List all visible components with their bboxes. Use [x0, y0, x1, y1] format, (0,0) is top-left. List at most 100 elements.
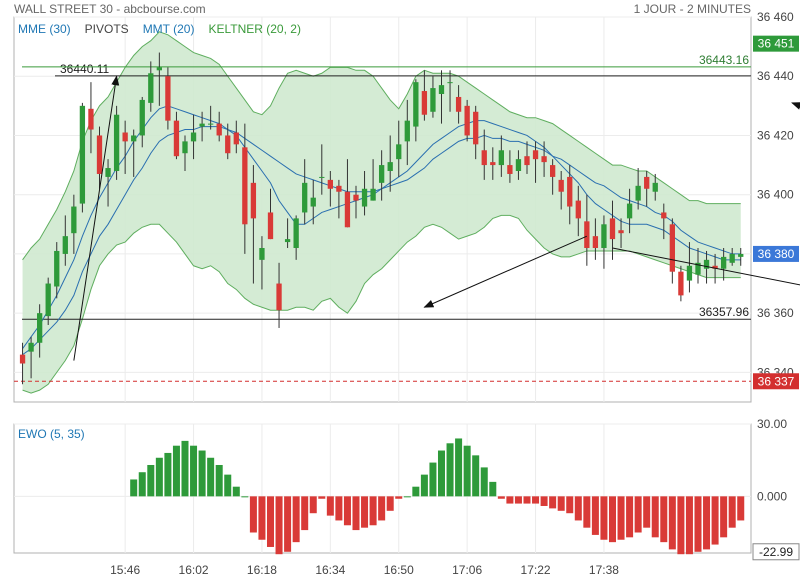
candle-body	[601, 224, 607, 248]
ewo-bar	[506, 496, 514, 504]
candle-body	[524, 156, 530, 166]
ewo-bar	[190, 445, 198, 497]
ewo-bar	[335, 496, 343, 521]
candle-body	[575, 200, 581, 219]
candle-body	[532, 150, 539, 160]
candle-body	[327, 179, 333, 189]
candle-body	[62, 236, 68, 254]
ewo-bar	[463, 445, 471, 497]
ewo-bar	[660, 496, 668, 543]
ewo-bar	[386, 496, 394, 511]
ewo-bar	[292, 496, 300, 543]
candle-body	[293, 218, 299, 248]
trend-arrow	[612, 247, 800, 286]
ewo-bar	[138, 472, 146, 497]
candle-body	[45, 283, 51, 317]
legend-item: MME (30)	[18, 22, 71, 36]
y-tick-label: 36 440	[757, 69, 794, 83]
ewo-bar	[703, 496, 711, 550]
candle-body	[498, 150, 504, 166]
candle-body	[122, 132, 128, 142]
candle-body	[396, 144, 402, 160]
candle-body	[88, 108, 94, 130]
ewo-bar	[626, 496, 634, 538]
candle-body	[105, 168, 111, 177]
ewo-bar	[378, 496, 386, 521]
ewo-legend: EWO (5, 35)	[18, 427, 85, 441]
ewo-bar	[395, 496, 403, 499]
candle-body	[438, 85, 445, 94]
candle-body	[413, 82, 419, 127]
ewo-bar	[711, 496, 719, 545]
pivot-low-label: 36357.96	[699, 305, 749, 319]
ewo-bar	[403, 496, 411, 498]
ewo-value-badge	[752, 543, 800, 561]
ewo-bar	[309, 496, 317, 514]
candle-body	[148, 73, 154, 103]
candle-body	[567, 176, 573, 207]
candle-body	[156, 67, 162, 71]
candle-body	[216, 123, 222, 136]
ewo-bar	[198, 450, 206, 497]
candle-body	[430, 88, 436, 112]
candle-body	[96, 135, 103, 174]
pivot-high-label: 36440.11	[60, 62, 109, 76]
ewo-bar	[600, 496, 608, 540]
candle-body	[54, 250, 60, 287]
candle-body	[703, 259, 710, 269]
candle-body	[225, 135, 231, 154]
keltner-upper-line	[22, 31, 741, 261]
resistance-label: 36443.16	[699, 53, 749, 67]
candle-body	[695, 262, 701, 275]
ewo-bar	[224, 474, 232, 497]
ewo-bar	[352, 496, 360, 531]
candle-body	[720, 256, 727, 269]
ewo-bar	[514, 496, 522, 504]
candle-body	[421, 91, 428, 115]
price-badge-label: 36 451	[758, 37, 795, 51]
candle-body	[464, 105, 470, 136]
ewo-bar	[361, 496, 369, 528]
candle-body	[233, 132, 239, 145]
candle-body	[242, 147, 248, 225]
candle-body	[618, 230, 624, 234]
ewo-bar	[549, 496, 557, 509]
price-badge	[753, 373, 799, 390]
candle-body	[652, 182, 658, 192]
candle-body	[455, 96, 462, 112]
candle-body	[165, 76, 171, 121]
candle-body	[490, 162, 496, 166]
price-badge	[753, 35, 799, 52]
ewo-bar	[472, 455, 480, 497]
candle-body	[644, 176, 650, 189]
ewo-bar	[275, 496, 283, 555]
candle-body	[139, 99, 145, 136]
ewo-bar	[557, 496, 565, 511]
x-tick-label: 17:38	[589, 563, 619, 577]
ewo-bar	[172, 445, 180, 497]
candle-body	[182, 141, 188, 154]
ewo-bar	[668, 496, 676, 550]
candle-body	[173, 120, 180, 157]
trend-arrow	[791, 102, 800, 110]
ewo-bar	[455, 438, 463, 497]
candle-body	[481, 150, 487, 166]
ewo-bar	[420, 474, 428, 497]
ewo-bar	[130, 479, 138, 497]
candle-body	[250, 182, 257, 219]
ewo-bar	[258, 496, 266, 540]
ewo-bar	[497, 496, 505, 499]
ewo-bar	[215, 464, 223, 497]
candle-body	[353, 194, 359, 201]
ewo-bar	[412, 486, 420, 497]
keltner-lower-line	[22, 214, 741, 394]
candle-body	[36, 313, 43, 343]
candle-body	[609, 218, 616, 240]
candle-body	[558, 179, 564, 192]
candle-body	[199, 123, 205, 127]
ewo-bar	[540, 496, 548, 506]
x-tick-label: 17:06	[452, 563, 482, 577]
ewo-bar	[429, 462, 437, 497]
ewo-bar	[608, 496, 616, 543]
ewo-bar	[651, 496, 659, 538]
